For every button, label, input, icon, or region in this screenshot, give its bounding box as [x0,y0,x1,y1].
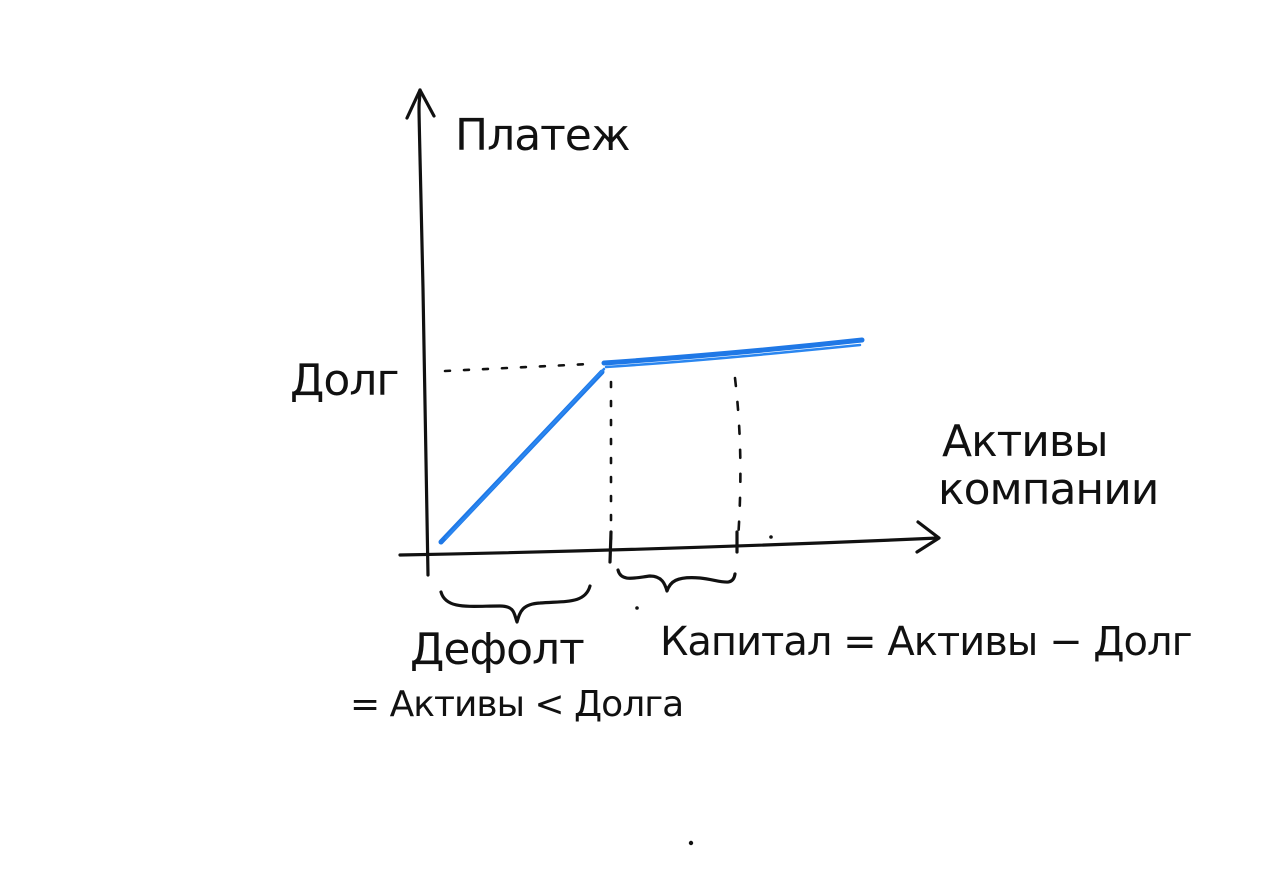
stray-dot [635,606,639,610]
x-axis [398,536,940,557]
equity-label: Капитал = Активы − Долг [660,619,1192,665]
threshold-tick [608,530,613,564]
x-axis-label-line1: Активы [942,416,1108,467]
default-region-brace [439,584,592,624]
x-axis-label-line2: компании [938,464,1158,515]
y-axis-label: Платеж [455,110,630,161]
payoff-flat-segment-stroke [604,343,862,369]
payoff-flat-segment [601,337,865,366]
equity-region-brace [616,568,737,593]
default-label: Дефолт [410,624,584,675]
y-axis-arrowhead [405,88,436,120]
default-condition-label: = Активы < Долга [350,684,683,725]
payoff-rising-segment-stroke [444,367,606,540]
equity-marker-guide [733,376,742,542]
stray-dot [688,840,694,846]
x-axis-arrowhead [915,520,941,554]
debt-level-guide [443,362,592,373]
debt-level-label: Долг [290,355,399,406]
y-axis [417,88,430,577]
stray-dot [769,535,773,539]
